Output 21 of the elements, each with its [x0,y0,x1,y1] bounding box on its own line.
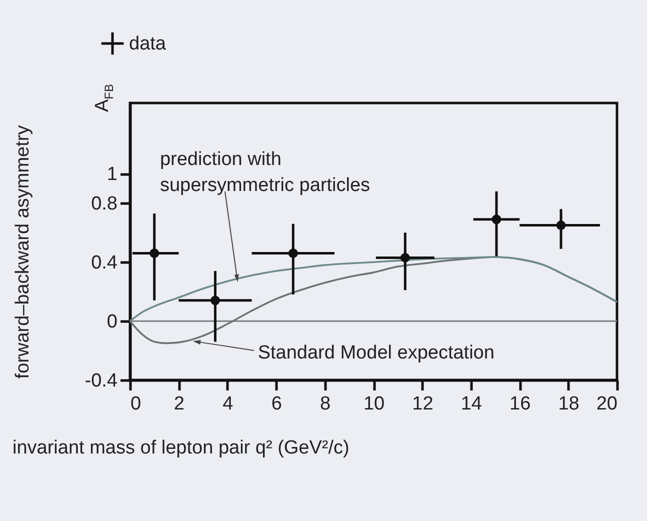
x-tick-label: 16 [510,394,531,414]
x-tick-label: 6 [271,394,282,414]
legend-label: data [129,34,166,54]
y-tick-label: 0 [106,312,118,333]
x-tick-label: 2 [174,394,184,414]
x-tick-label: 12 [412,394,434,414]
x-tick-label: 4 [222,394,234,414]
y-tick-label: 1 [106,164,118,186]
x-tick-label: 0 [130,394,142,414]
annotation: Standard Model expectation [258,342,494,364]
y-tick-label: -0.4 [84,370,118,392]
x-tick-label: 14 [460,394,482,414]
y-tick-label: 0.4 [91,252,118,274]
y-tick-label: 0.8 [91,194,118,215]
annotation: prediction with supersymmetric particles [160,149,370,196]
x-tick-label: 20 [596,394,618,414]
x-tick-label: 18 [558,394,580,414]
y-axis-title: forward–backward asymmetry [12,124,34,379]
x-axis-title: invariant mass of lepton pair q² (GeV²/c) [12,438,350,458]
x-tick-label: 10 [363,394,385,414]
x-tick-label: 8 [320,394,331,414]
